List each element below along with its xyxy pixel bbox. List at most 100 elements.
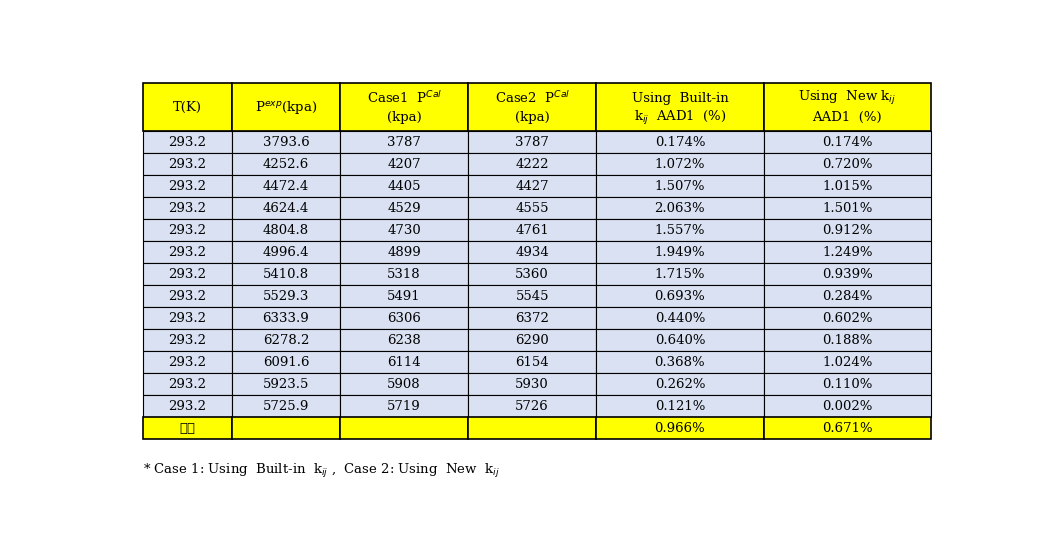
Text: 6306: 6306 xyxy=(387,312,421,325)
Bar xyxy=(144,285,232,307)
Text: 5725.9: 5725.9 xyxy=(263,400,309,413)
Bar xyxy=(596,307,764,329)
Bar xyxy=(341,153,468,175)
Bar xyxy=(596,197,764,220)
Text: Using  New k$_{ij}$: Using New k$_{ij}$ xyxy=(799,89,896,108)
Bar xyxy=(596,417,764,439)
Text: T(K): T(K) xyxy=(173,100,202,114)
Bar xyxy=(596,242,764,264)
Bar xyxy=(341,395,468,417)
Text: 3793.6: 3793.6 xyxy=(263,136,309,149)
Text: 5930: 5930 xyxy=(516,378,549,391)
Bar xyxy=(596,175,764,197)
Text: Using  Built-in: Using Built-in xyxy=(632,92,728,105)
Text: 5908: 5908 xyxy=(388,378,421,391)
Text: 5318: 5318 xyxy=(388,268,421,281)
Bar xyxy=(596,131,764,153)
Bar xyxy=(232,351,341,373)
Bar xyxy=(596,373,764,395)
Bar xyxy=(764,197,931,220)
Text: 1.024%: 1.024% xyxy=(822,356,873,369)
Bar xyxy=(596,285,764,307)
Bar xyxy=(341,285,468,307)
Text: 4730: 4730 xyxy=(388,224,421,237)
Text: 6154: 6154 xyxy=(516,356,549,369)
Text: 0.720%: 0.720% xyxy=(822,158,873,171)
Text: 4427: 4427 xyxy=(516,180,549,193)
Bar xyxy=(232,197,341,220)
Text: P$^{exp}$(kpa): P$^{exp}$(kpa) xyxy=(255,99,318,116)
Bar xyxy=(232,242,341,264)
Text: 3787: 3787 xyxy=(516,136,549,149)
Bar xyxy=(144,417,232,439)
Text: AAD1  (%): AAD1 (%) xyxy=(812,111,882,124)
Bar xyxy=(764,131,931,153)
Text: 5529.3: 5529.3 xyxy=(263,290,309,302)
Text: 0.110%: 0.110% xyxy=(822,378,873,391)
Bar xyxy=(468,417,596,439)
Text: 293.2: 293.2 xyxy=(169,312,206,325)
Text: 5491: 5491 xyxy=(388,290,421,302)
Bar xyxy=(764,153,931,175)
Bar xyxy=(596,395,764,417)
Bar xyxy=(764,264,931,285)
Bar xyxy=(468,351,596,373)
Bar xyxy=(468,395,596,417)
Bar xyxy=(144,83,232,131)
Text: Case2  P$^{Cal}$: Case2 P$^{Cal}$ xyxy=(495,91,570,107)
Text: 293.2: 293.2 xyxy=(169,400,206,413)
Text: 0.693%: 0.693% xyxy=(655,290,705,302)
Bar xyxy=(144,197,232,220)
Bar xyxy=(144,175,232,197)
Bar xyxy=(144,153,232,175)
Bar xyxy=(764,329,931,351)
Text: 0.939%: 0.939% xyxy=(822,268,873,281)
Text: 0.640%: 0.640% xyxy=(655,334,705,347)
Bar xyxy=(764,307,931,329)
Bar xyxy=(232,220,341,242)
Text: 4804.8: 4804.8 xyxy=(263,224,309,237)
Text: 0.602%: 0.602% xyxy=(822,312,873,325)
Text: 4899: 4899 xyxy=(388,246,421,259)
Text: 1.015%: 1.015% xyxy=(822,180,873,193)
Text: 0.284%: 0.284% xyxy=(822,290,873,302)
Text: 293.2: 293.2 xyxy=(169,334,206,347)
Text: * Case 1: Using  Built-in  k$_{ij}$ ,  Case 2: Using  New  k$_{ij}$: * Case 1: Using Built-in k$_{ij}$ , Case… xyxy=(144,462,500,480)
Text: 5410.8: 5410.8 xyxy=(263,268,309,281)
Bar xyxy=(468,329,596,351)
Text: 1.501%: 1.501% xyxy=(822,202,873,215)
Bar xyxy=(232,417,341,439)
Bar xyxy=(232,153,341,175)
Bar xyxy=(764,175,931,197)
Text: 평균: 평균 xyxy=(179,422,196,435)
Bar xyxy=(468,197,596,220)
Text: 5545: 5545 xyxy=(516,290,549,302)
Text: 4624.4: 4624.4 xyxy=(263,202,309,215)
Text: 4222: 4222 xyxy=(516,158,549,171)
Bar xyxy=(144,307,232,329)
Text: 1.249%: 1.249% xyxy=(822,246,873,259)
Bar xyxy=(232,264,341,285)
Text: 6372: 6372 xyxy=(516,312,549,325)
Bar xyxy=(764,417,931,439)
Text: 6114: 6114 xyxy=(388,356,421,369)
Text: 5360: 5360 xyxy=(516,268,549,281)
Text: 1.557%: 1.557% xyxy=(655,224,705,237)
Text: 293.2: 293.2 xyxy=(169,290,206,302)
Text: 0.174%: 0.174% xyxy=(822,136,873,149)
Text: 5726: 5726 xyxy=(516,400,549,413)
Text: 293.2: 293.2 xyxy=(169,356,206,369)
Bar xyxy=(232,131,341,153)
Bar xyxy=(232,175,341,197)
Bar xyxy=(232,395,341,417)
Text: 4472.4: 4472.4 xyxy=(263,180,309,193)
Text: 6333.9: 6333.9 xyxy=(263,312,309,325)
Text: 0.912%: 0.912% xyxy=(822,224,873,237)
Bar xyxy=(144,242,232,264)
Bar xyxy=(341,242,468,264)
Bar xyxy=(341,197,468,220)
Text: 5923.5: 5923.5 xyxy=(263,378,309,391)
Bar xyxy=(764,351,931,373)
Bar xyxy=(144,264,232,285)
Text: 3787: 3787 xyxy=(387,136,421,149)
